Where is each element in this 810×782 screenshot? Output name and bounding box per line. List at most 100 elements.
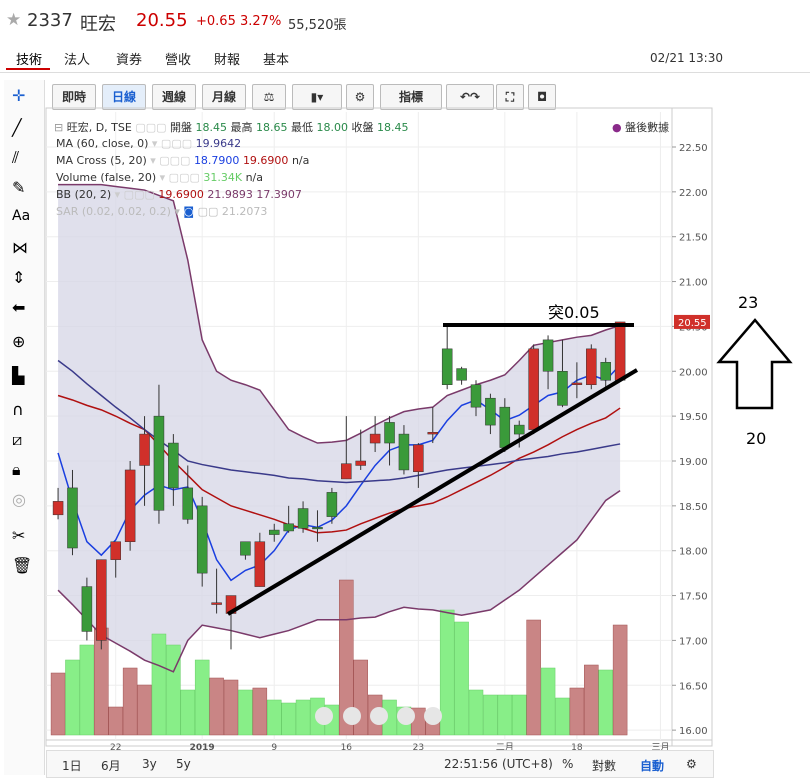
candle-body — [398, 433, 410, 471]
candle-body — [614, 321, 626, 381]
volume-bar — [238, 689, 253, 736]
volume-bar — [295, 699, 311, 736]
tool-icon[interactable]: ⫽ — [12, 148, 20, 167]
candle-body — [182, 487, 194, 520]
indicator-line — [57, 394, 621, 534]
volume-bar — [223, 679, 239, 736]
indicator-line — [57, 364, 621, 582]
volume-bar — [483, 694, 498, 736]
tool-button[interactable]: 週線 — [152, 84, 196, 110]
tab[interactable]: 技術 — [16, 53, 43, 68]
pct-toggle[interactable]: % — [562, 757, 574, 771]
range-button[interactable]: 5y — [176, 757, 191, 771]
tool-button[interactable]: ◘ — [528, 84, 556, 110]
tool-icon[interactable]: ⬅ — [12, 298, 26, 317]
range-button[interactable]: 1日 — [62, 759, 82, 773]
tool-button[interactable]: ↶↷ — [446, 84, 494, 110]
tool-button[interactable]: 即時 — [52, 84, 96, 110]
legend-value: 18.45 — [195, 121, 228, 134]
volume-bar — [180, 689, 196, 736]
y-tick-label: 17.50 — [679, 592, 708, 603]
tab[interactable]: 法人 — [64, 53, 91, 68]
zoom-controls — [315, 707, 442, 725]
log-toggle[interactable]: 對數 — [592, 759, 617, 773]
candle-body — [110, 541, 121, 560]
tab[interactable]: 資券 — [116, 53, 143, 68]
volume-bar — [122, 667, 138, 736]
tool-text[interactable]: Aa — [12, 208, 31, 224]
volume-bar — [79, 644, 95, 736]
y-tick-label: 16.00 — [679, 726, 708, 737]
x-tick-label: 22 — [110, 743, 121, 753]
tool-icon[interactable]: ⋈ — [12, 238, 28, 257]
tab[interactable]: 基本 — [263, 53, 290, 68]
tool-icon[interactable]: ✎ — [12, 178, 26, 197]
chart-frame — [45, 107, 713, 747]
star[interactable]: ★ — [6, 10, 22, 30]
tool-icon[interactable]: ◎ — [12, 490, 26, 509]
x-tick-label: 二月 — [496, 742, 514, 753]
tool-icon[interactable]: ╱ — [12, 118, 22, 137]
tool-button[interactable]: ▮▾ — [292, 84, 342, 110]
candle-body — [413, 444, 424, 473]
volume-bar — [65, 659, 80, 736]
volume-bar — [511, 694, 527, 736]
candle-body — [254, 541, 266, 587]
tab[interactable]: 營收 — [165, 53, 192, 68]
legend-text: Volume (false, 20) — [56, 171, 157, 184]
auto-toggle[interactable]: 自動 — [640, 759, 665, 773]
candle-body — [571, 382, 583, 385]
stock-name: 旺宏 — [80, 14, 116, 35]
legend-text: MA Cross (5, 20) — [56, 154, 147, 167]
tool-icon[interactable]: 🗑︎ — [12, 556, 33, 575]
volume-bar — [555, 697, 570, 736]
candle-body — [341, 463, 352, 480]
volume-bar — [526, 619, 541, 736]
settings[interactable]: ⚙ — [686, 757, 697, 771]
trend-line — [226, 368, 639, 616]
tool-icon[interactable]: ▙ — [12, 366, 25, 385]
tool-button[interactable]: ⚙ — [346, 84, 374, 110]
candle-body — [297, 508, 309, 529]
tool-button[interactable]: ⛶ — [496, 84, 524, 110]
tool-icon[interactable]: ✂ — [12, 526, 26, 545]
candle-body — [283, 523, 294, 532]
legend-text: 開盤 — [170, 121, 193, 134]
y-tick-label: 16.50 — [679, 681, 708, 692]
tool-icon[interactable]: 🔒︎ — [12, 460, 21, 479]
legend-line: SAR (0.02, 0.02, 0.2) ▾ ◙ ▢▢ 21.2073 — [56, 205, 268, 218]
range-button[interactable]: 6月 — [101, 759, 121, 773]
volume-bar — [209, 677, 224, 736]
volume-bar — [540, 667, 556, 736]
volume-bar — [468, 689, 484, 736]
candle-body — [427, 432, 439, 435]
tool-icon[interactable]: ⧄ — [12, 430, 23, 449]
up-arrow — [716, 318, 793, 410]
clock: 22:51:56 — [444, 757, 498, 771]
candle-body — [384, 422, 395, 444]
tool-button[interactable]: 月線 — [202, 84, 246, 110]
volume-bar — [612, 624, 628, 736]
tool-icon[interactable]: ✛ — [12, 86, 26, 105]
tab[interactable]: 財報 — [214, 53, 241, 68]
tool-icon[interactable]: ∩ — [12, 400, 24, 419]
legend-value: 21.2073 — [221, 205, 268, 218]
after-hours[interactable]: ● 盤後數據 — [612, 121, 670, 134]
candle-body — [542, 339, 554, 372]
x-tick-label: 2019 — [190, 743, 215, 753]
annotation: 20 — [746, 429, 766, 448]
candle-body — [139, 433, 150, 466]
range-button[interactable]: 3y — [142, 757, 157, 771]
tool-button[interactable]: 指標 — [380, 84, 442, 110]
candle-body — [600, 362, 611, 381]
legend-value: 21.9893 — [207, 188, 253, 201]
tool-button[interactable]: ⚖ — [252, 84, 286, 110]
volume-bar — [281, 702, 296, 736]
change: +0.65 — [196, 14, 236, 29]
y-tick-label: 20.00 — [679, 367, 708, 378]
tool-button[interactable]: 日線 — [102, 84, 146, 110]
annotation: 突0.05 — [548, 303, 600, 322]
tool-icon[interactable]: ⇕ — [12, 268, 26, 287]
tool-icon[interactable]: ⊕ — [12, 332, 26, 351]
